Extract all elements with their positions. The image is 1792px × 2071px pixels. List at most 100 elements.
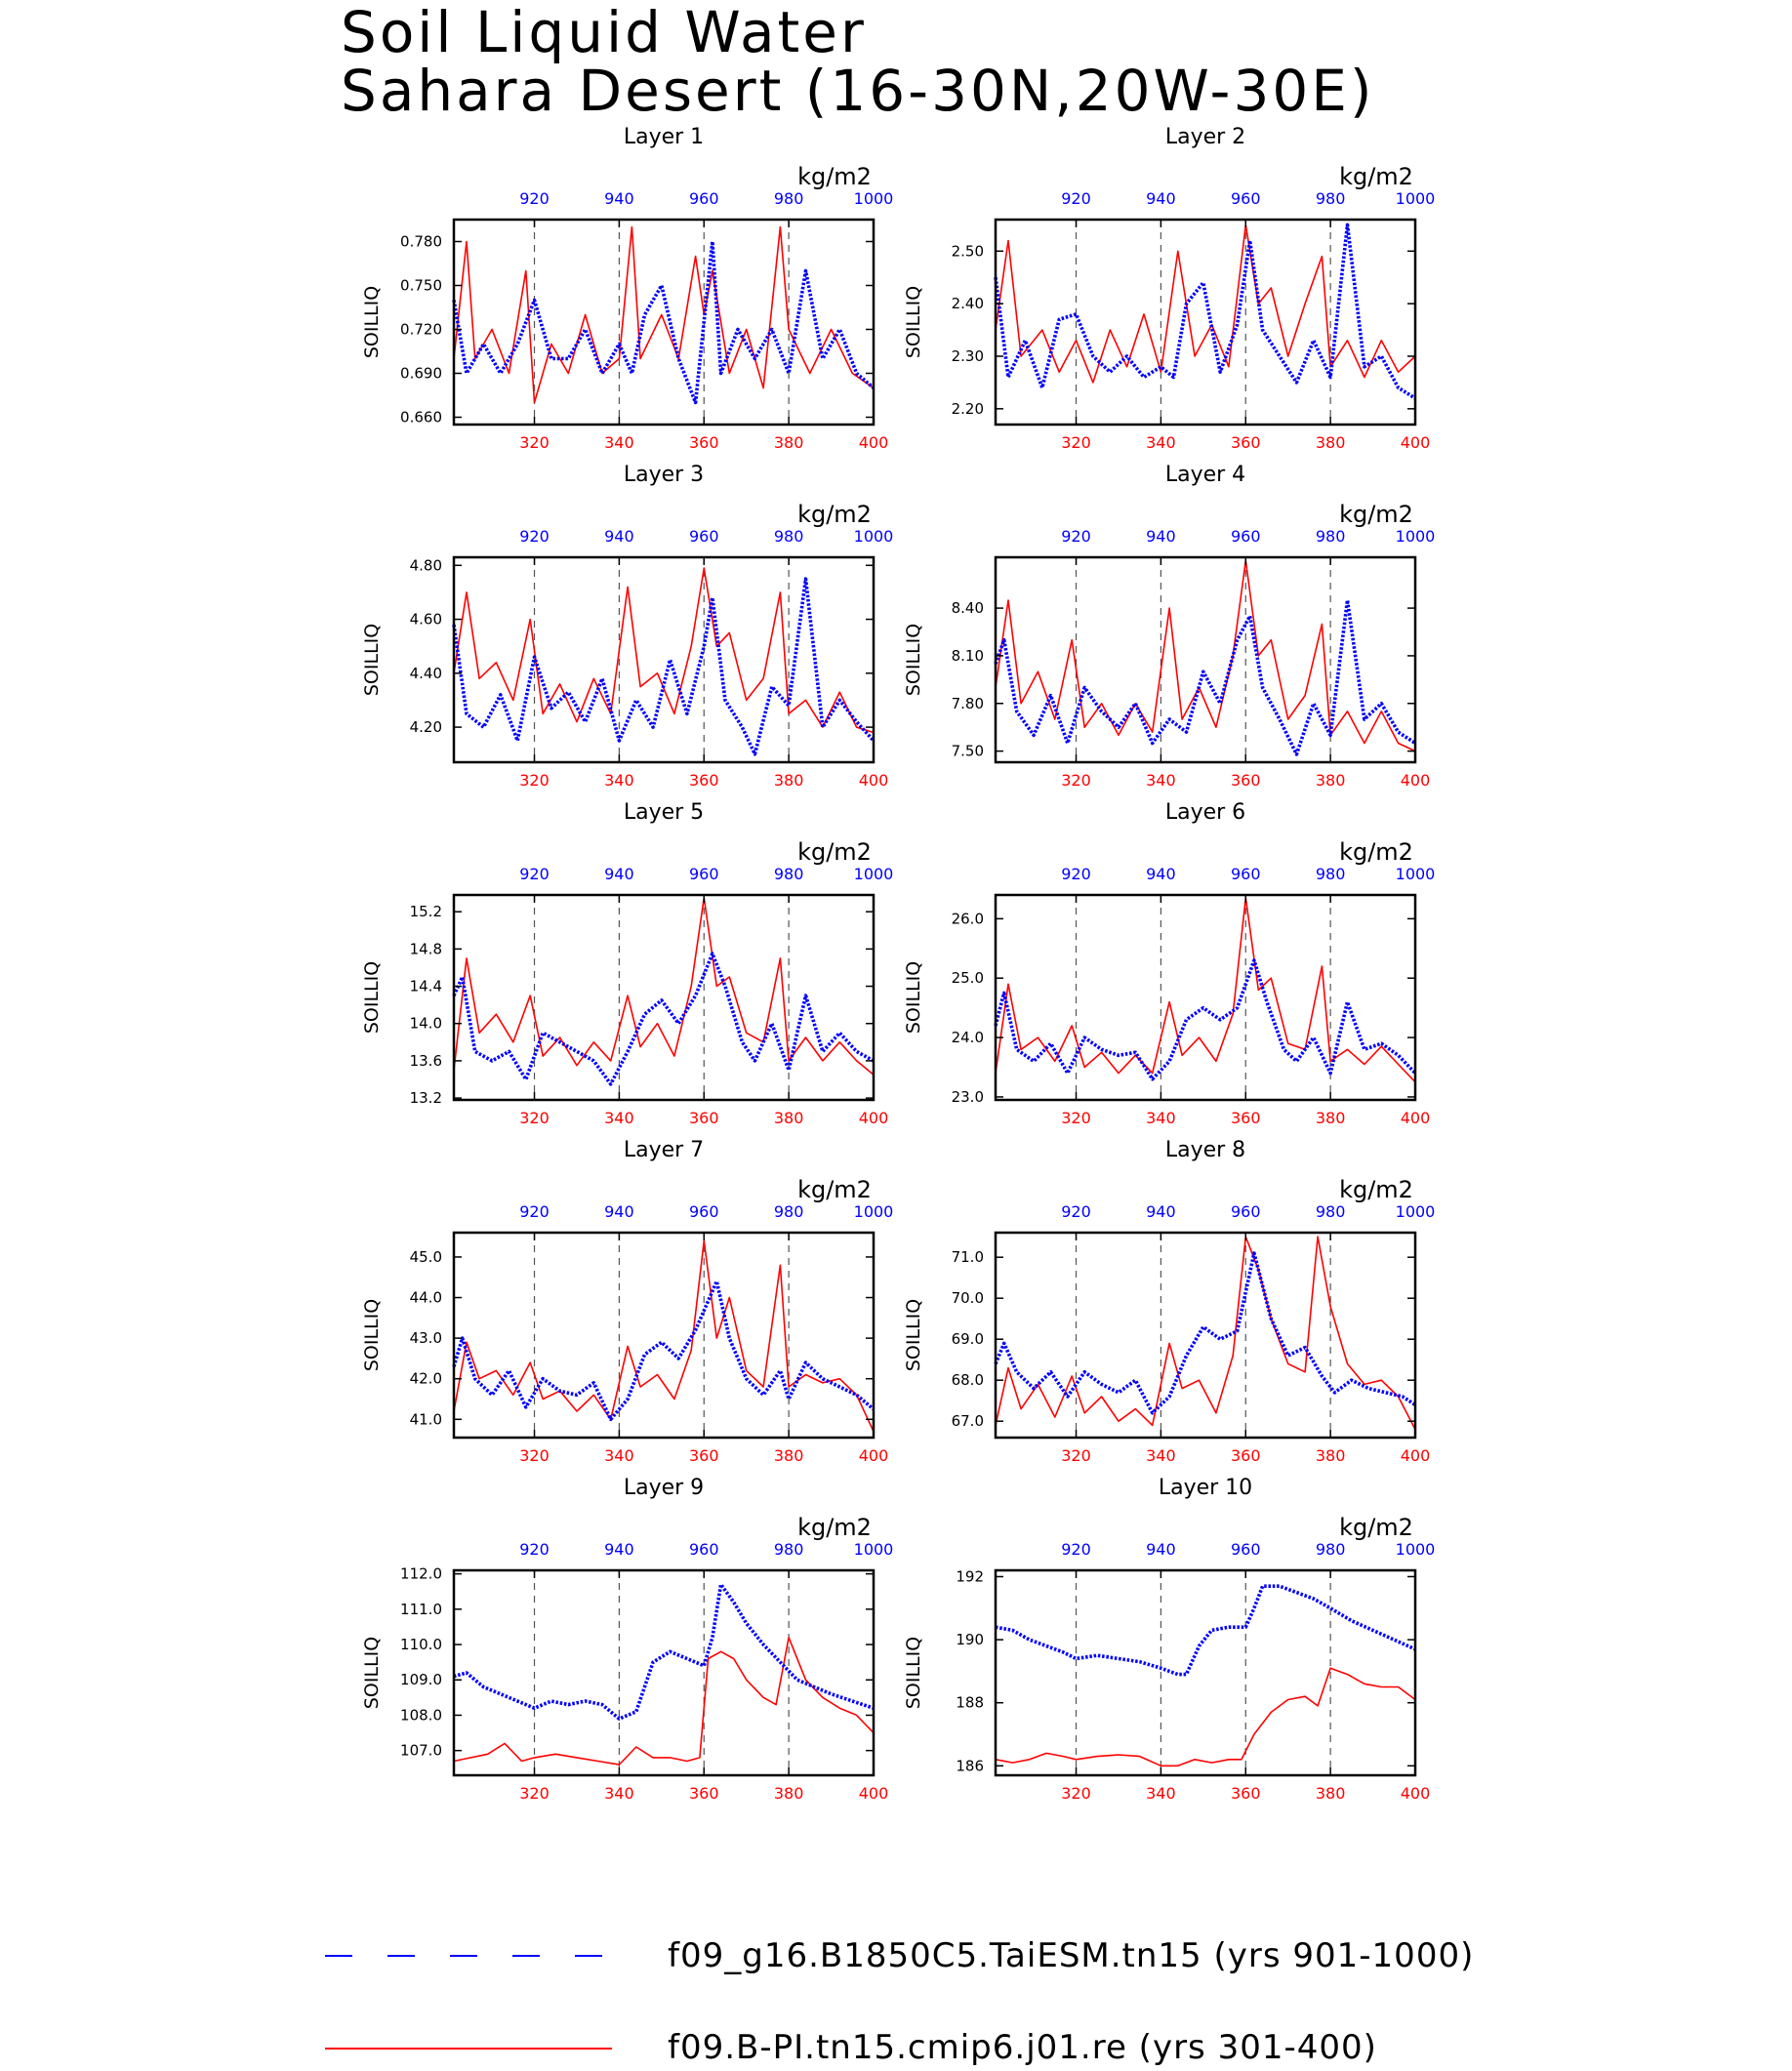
x-tick-label-top: 960	[1231, 527, 1261, 546]
y-axis-label: SOILLIQ	[903, 1637, 924, 1709]
x-tick-label-bottom: 380	[1316, 1109, 1346, 1127]
y-tick-label: 0.690	[400, 365, 442, 383]
x-tick-label-bottom: 400	[859, 1784, 889, 1803]
y-tick-label: 24.0	[952, 1029, 984, 1046]
panel-title: Layer 7	[624, 1138, 704, 1162]
plot-frame	[452, 893, 876, 1102]
x-tick-label-bottom: 360	[689, 1446, 719, 1465]
x-tick-label-top: 1000	[854, 1540, 894, 1559]
x-tick-label-bottom: 360	[689, 1109, 719, 1127]
y-tick-label: 2.50	[952, 242, 984, 260]
x-tick-label-top: 980	[774, 865, 804, 883]
y-tick-label: 68.0	[952, 1371, 984, 1389]
series-line-blue	[453, 1582, 875, 1721]
top-axis-units: kg/m2	[797, 838, 872, 866]
y-axis-label: SOILLIQ	[361, 624, 383, 696]
x-tick-label-top: 1000	[854, 189, 894, 208]
top-axis-units: kg/m2	[797, 501, 872, 528]
y-tick-label: 0.660	[400, 409, 442, 426]
x-tick-label-bottom: 400	[859, 1446, 889, 1465]
panel-title: Layer 6	[1165, 800, 1245, 825]
y-axis-label: SOILLIQ	[361, 961, 383, 1034]
y-axis-label: SOILLIQ	[903, 961, 924, 1034]
y-tick-label: 186	[956, 1757, 984, 1774]
x-tick-label-top: 940	[1146, 189, 1176, 208]
panel-title: Layer 1	[624, 125, 704, 149]
x-tick-label-bottom: 360	[1231, 771, 1261, 790]
y-tick-label: 111.0	[400, 1601, 442, 1618]
top-axis-units: kg/m2	[797, 163, 872, 190]
plot-frame	[994, 555, 1417, 764]
x-tick-label-bottom: 320	[519, 1446, 550, 1465]
plot-frame	[994, 218, 1417, 426]
y-tick-label: 190	[956, 1631, 984, 1648]
x-tick-label-top: 960	[689, 1540, 719, 1559]
x-tick-label-bottom: 320	[519, 1784, 550, 1803]
x-tick-label-top: 980	[1316, 1202, 1346, 1221]
plot-frame	[994, 1231, 1417, 1440]
y-tick-label: 42.0	[410, 1370, 442, 1388]
y-tick-label: 188	[956, 1694, 984, 1712]
series-line-red	[995, 559, 1416, 752]
chart-title-line-2: Sahara Desert (16-30N,20W-30E)	[341, 58, 1375, 124]
panel-8: Layer 8 kg/m2 SOILLIQ 320 340 360 380 400 920 940…	[903, 1138, 1435, 1465]
x-tick-label-top: 920	[519, 527, 550, 546]
y-tick-label: 109.0	[400, 1671, 442, 1688]
series-line-red	[995, 223, 1416, 384]
y-tick-label: 4.60	[410, 611, 442, 629]
x-tick-label-bottom: 320	[1061, 1784, 1091, 1803]
x-tick-label-bottom: 400	[1401, 433, 1431, 452]
x-tick-label-top: 940	[1146, 865, 1176, 883]
y-axis-label: SOILLIQ	[361, 1299, 383, 1371]
x-tick-label-top: 940	[604, 527, 634, 546]
x-tick-label-bottom: 380	[1316, 771, 1346, 790]
x-tick-label-bottom: 340	[1146, 1446, 1176, 1465]
x-tick-label-top: 980	[1316, 1540, 1346, 1559]
x-tick-label-bottom: 360	[1231, 1109, 1261, 1127]
x-tick-label-top: 920	[1061, 865, 1091, 883]
x-tick-label-top: 1000	[1396, 527, 1436, 546]
panel-title: Layer 8	[1165, 1138, 1245, 1162]
y-tick-label: 7.80	[952, 695, 984, 712]
x-tick-label-top: 940	[604, 189, 634, 208]
x-tick-label-top: 1000	[1396, 1540, 1436, 1559]
panel-title: Layer 4	[1165, 463, 1245, 487]
y-tick-label: 0.720	[400, 321, 442, 339]
panel-4: Layer 4 kg/m2 SOILLIQ 320 340 360 380 400 920 940…	[903, 463, 1435, 790]
x-tick-label-top: 940	[604, 1540, 634, 1559]
legend-label-series-b: f09.B-PI.tn15.cmip6.j01.re (yrs 301-400)	[668, 2028, 1377, 2067]
series-line-blue	[994, 1251, 1416, 1415]
series-line-blue	[994, 598, 1416, 756]
y-tick-label: 43.0	[410, 1329, 442, 1347]
legend-label-series-a: f09_g16.B1850C5.TaiESM.tn15 (yrs 901-100…	[668, 1936, 1475, 1975]
y-tick-label: 4.20	[410, 718, 442, 736]
y-tick-label: 0.750	[400, 277, 442, 295]
y-tick-label: 7.50	[952, 743, 984, 760]
x-tick-label-bottom: 380	[1316, 1784, 1346, 1803]
panel-title: Layer 10	[1159, 1476, 1252, 1500]
x-tick-label-bottom: 380	[774, 1784, 804, 1803]
y-tick-label: 70.0	[952, 1289, 984, 1307]
panel-title: Layer 5	[624, 800, 704, 825]
x-tick-label-bottom: 400	[1401, 1109, 1431, 1127]
panel-1: Layer 1 kg/m2 SOILLIQ 320 340 360 380 400 920 940…	[361, 125, 893, 452]
y-tick-label: 110.0	[400, 1636, 442, 1653]
y-tick-label: 14.8	[410, 940, 442, 957]
x-tick-label-top: 1000	[1396, 189, 1436, 208]
x-tick-label-bottom: 360	[689, 771, 719, 790]
x-tick-label-top: 940	[1146, 1540, 1176, 1559]
x-tick-label-bottom: 340	[604, 771, 634, 790]
plot-frame	[452, 555, 876, 764]
series-line-red	[453, 897, 875, 1076]
panel-title: Layer 9	[624, 1476, 704, 1500]
x-tick-label-bottom: 360	[689, 1784, 719, 1803]
top-axis-units: kg/m2	[1339, 1176, 1413, 1203]
chart-title-line-1: Soil Liquid Water	[341, 0, 867, 65]
top-axis-units: kg/m2	[1339, 163, 1413, 190]
x-tick-label-bottom: 340	[1146, 433, 1176, 452]
x-tick-label-bottom: 380	[774, 433, 804, 452]
y-axis-label: SOILLIQ	[361, 1637, 383, 1709]
x-tick-label-bottom: 360	[689, 433, 719, 452]
x-tick-label-top: 960	[689, 527, 719, 546]
